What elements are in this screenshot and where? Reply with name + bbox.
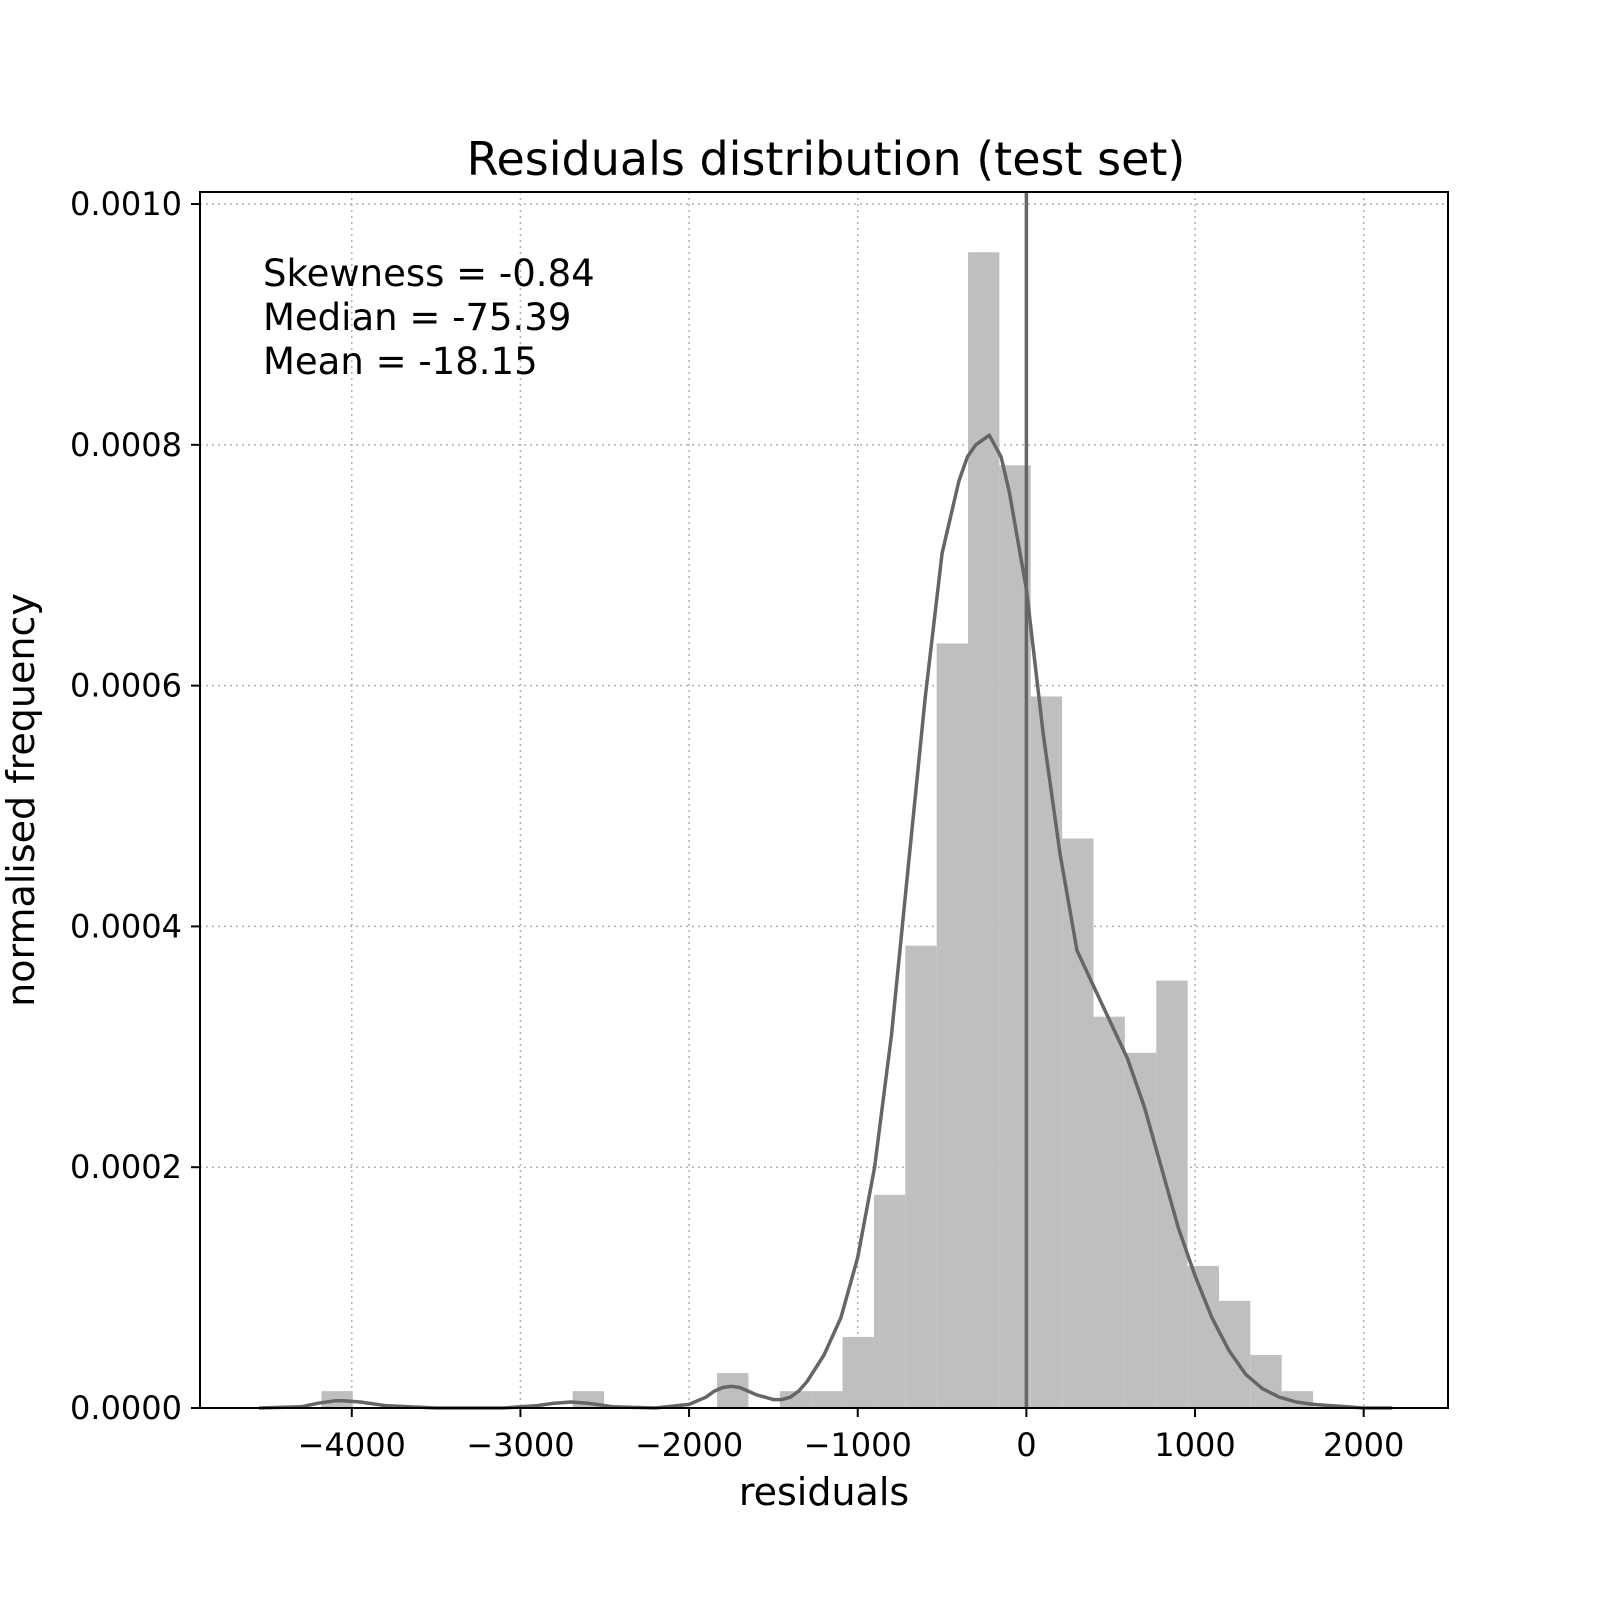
y-tick-label-0: 0.0000 (70, 1389, 182, 1427)
histogram-bar-17 (1187, 1265, 1219, 1408)
x-tick-label-1: −3000 (466, 1426, 574, 1464)
histogram-bar-16 (1156, 980, 1188, 1408)
skewness-annotation: Skewness = -0.84 (263, 252, 595, 295)
x-axis-ticks: −4000 −3000 −2000 −1000 0 1000 2000 (298, 1408, 1404, 1464)
histogram-bars (321, 252, 1314, 1409)
histogram-bar-4 (779, 1391, 812, 1408)
x-tick-label-0: −4000 (298, 1426, 406, 1464)
mean-annotation: Mean = -18.15 (263, 340, 538, 383)
histogram-bar-7 (873, 1194, 906, 1408)
y-tick-label-2: 0.0004 (70, 907, 182, 945)
y-tick-label-1: 0.0002 (70, 1148, 182, 1186)
kde-curve-layer (258, 433, 1393, 1410)
x-tick-label-4: 0 (1016, 1426, 1036, 1464)
stats-annotation: Skewness = -0.84 Median = -75.39 Mean = … (263, 252, 595, 383)
chart-title: Residuals distribution (test set) (467, 132, 1186, 186)
grid-layer (200, 192, 1448, 1409)
y-tick-label-3: 0.0006 (70, 667, 182, 705)
kde-curve (258, 433, 1393, 1410)
histogram-bar-14 (1093, 1016, 1125, 1408)
histogram-bar-10 (968, 252, 1000, 1409)
histogram-bar-15 (1124, 1052, 1157, 1408)
y-tick-label-5: 0.0010 (70, 185, 182, 223)
histogram-bar-8 (905, 945, 937, 1408)
histogram-bar-5 (811, 1391, 843, 1408)
histogram-bar-9 (936, 643, 969, 1408)
x-tick-label-5: 1000 (1154, 1426, 1235, 1464)
histogram-bar-18 (1218, 1300, 1251, 1408)
histogram-bar-6 (842, 1336, 874, 1408)
median-annotation: Median = -75.39 (263, 296, 571, 339)
histogram-bar-13 (1062, 838, 1094, 1408)
y-tick-label-4: 0.0008 (70, 426, 182, 464)
x-tick-label-2: −2000 (635, 1426, 743, 1464)
plot-frame (199, 191, 1449, 1409)
x-tick-label-6: 2000 (1323, 1426, 1404, 1464)
x-tick-label-3: −1000 (804, 1426, 912, 1464)
y-axis-label: normalised frequency (0, 593, 43, 1007)
x-axis-label: residuals (739, 1470, 909, 1514)
y-axis-ticks: 0.0000 0.0002 0.0004 0.0006 0.0008 0.0010 (70, 185, 200, 1427)
histogram-bar-12 (1030, 696, 1063, 1408)
